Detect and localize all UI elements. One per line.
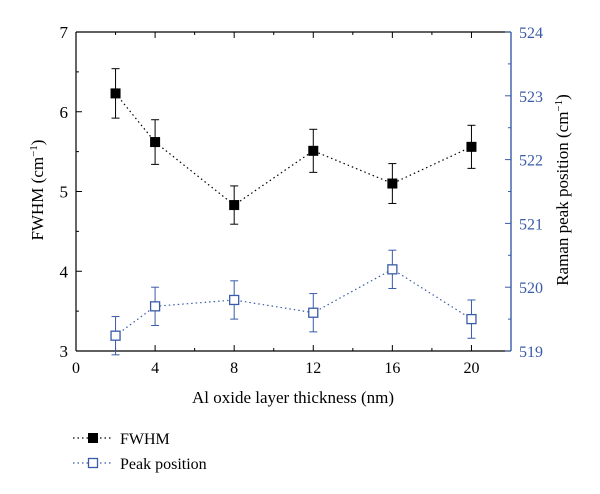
y2-axis-label-main: Raman peak position (cm (553, 112, 572, 286)
fwhm-point (466, 141, 477, 152)
y-axis-label: FWHM (cm−1) (28, 140, 47, 241)
x-tick-label: 16 (384, 360, 400, 377)
fwhm-point (150, 137, 161, 148)
y2-tick-label: 524 (519, 25, 543, 42)
y2-tick-label: 523 (519, 89, 543, 106)
y2-tick-label: 521 (519, 216, 543, 233)
peak-position-point (110, 330, 121, 341)
y2-tick-label: 522 (519, 153, 543, 170)
y-axis-label-main: FWHM (cm (28, 157, 47, 241)
fwhm-point (110, 88, 121, 99)
y-tick-label: 4 (60, 262, 69, 281)
fwhm-point (229, 200, 240, 211)
chart-marks (110, 68, 477, 356)
y2-tick-label: 520 (519, 280, 543, 297)
fwhm-line (115, 93, 472, 206)
peak-position-point (387, 264, 398, 275)
x-tick-label: 20 (463, 360, 479, 377)
x-tick-label: 0 (72, 360, 80, 377)
y2-axis-label-end: ) (553, 94, 572, 100)
y-axis-label-sup: −1 (28, 145, 40, 157)
y2-axis-label-sup: −1 (553, 100, 565, 112)
peak-position-point (308, 307, 319, 318)
y-tick-label: 6 (60, 103, 69, 122)
legend-label-peak-position: Peak position (120, 456, 207, 473)
x-tick-label: 8 (230, 360, 238, 377)
peak-position-point (149, 301, 161, 312)
x-tick-label: 12 (305, 360, 321, 377)
legend-marker-peak-position (87, 457, 99, 469)
peak-position-point (229, 294, 240, 306)
x-axis-label: Al oxide layer thickness (nm) (192, 388, 394, 407)
y2-axis-label: Raman peak position (cm−1) (553, 94, 572, 286)
legend: FWHM Peak position (73, 431, 207, 473)
y-tick-label: 5 (60, 183, 69, 202)
legend-marker-fwhm (88, 433, 98, 443)
y-axis-label-end: ) (28, 140, 47, 146)
y-tick-label: 7 (60, 23, 69, 42)
fwhm-point (387, 178, 398, 189)
peak-position-point (466, 313, 477, 325)
legend-label-fwhm: FWHM (120, 431, 170, 448)
peak-position-line (115, 268, 472, 337)
y2-tick-label: 519 (519, 344, 543, 361)
x-tick-label: 4 (151, 360, 159, 377)
fwhm-point (308, 145, 319, 156)
y-tick-label: 3 (60, 342, 69, 361)
